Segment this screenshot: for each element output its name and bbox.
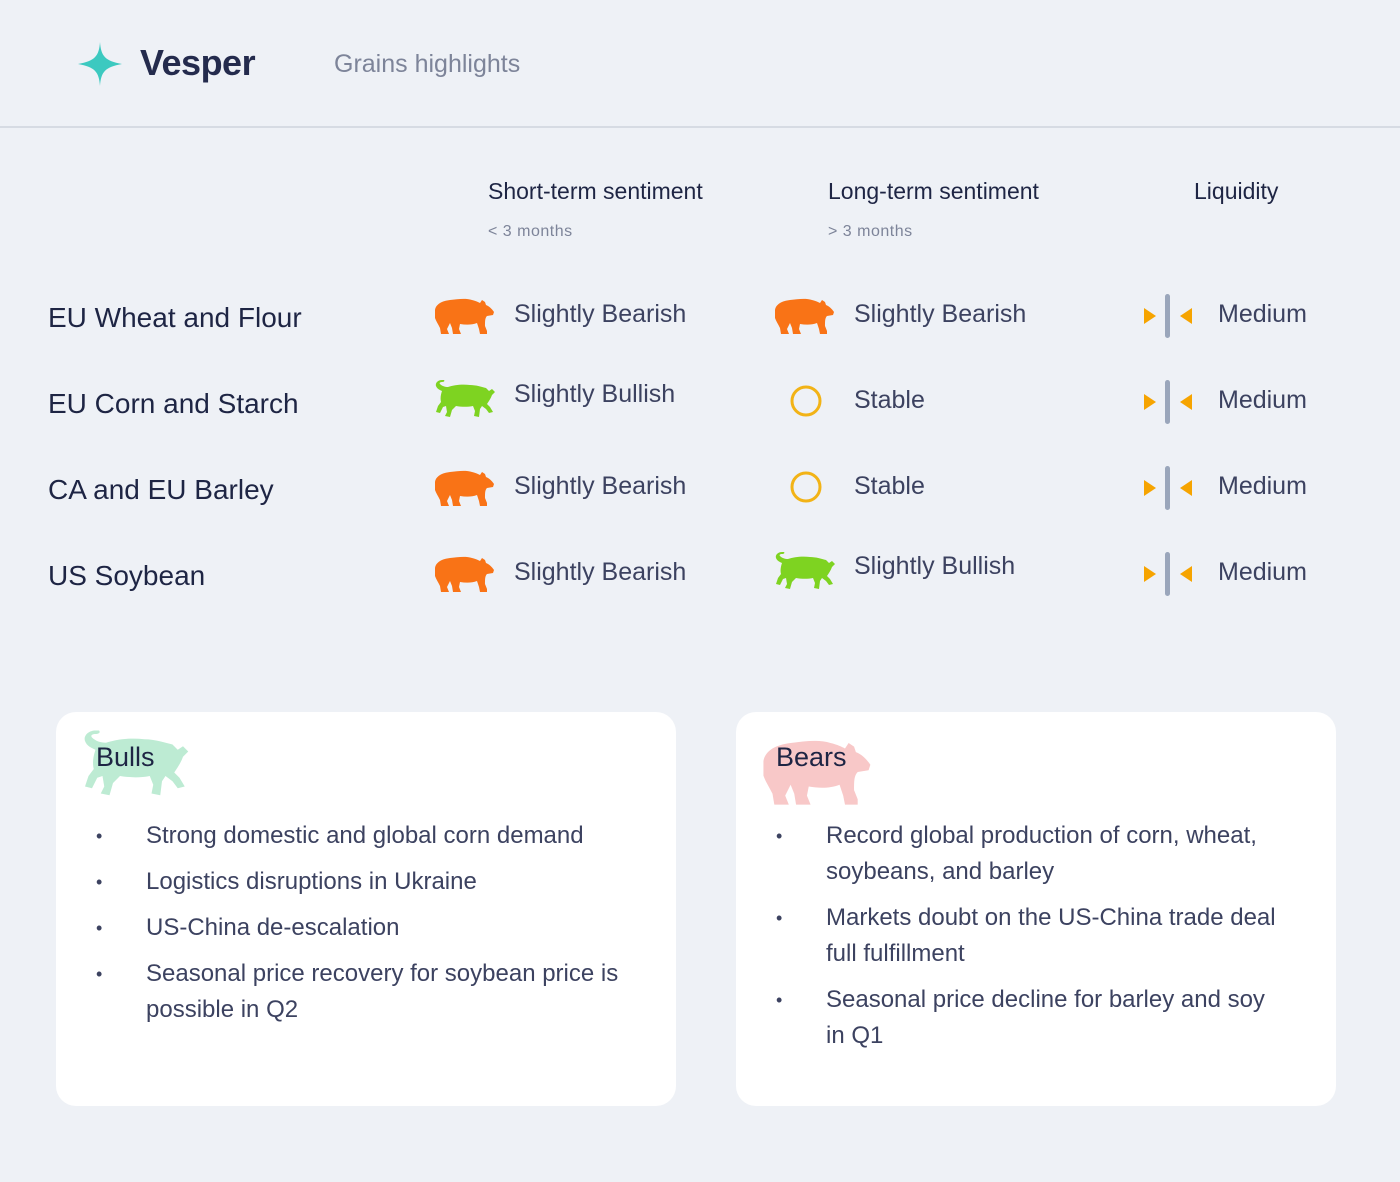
list-item: US-China de-escalation — [96, 910, 636, 946]
long-term-label: Stable — [854, 472, 925, 500]
short-term-cell: Slightly Bearish — [432, 286, 732, 346]
short-term-label: Slightly Bearish — [514, 558, 687, 586]
liquidity-header: Liquidity — [1194, 178, 1279, 204]
short-term-label: Slightly Bearish — [514, 300, 687, 328]
long-term-cell: Stable — [772, 372, 1072, 432]
bears-title: Bears — [776, 742, 847, 772]
long-term-label: Slightly Bearish — [854, 300, 1027, 328]
bulls-title: Bulls — [96, 742, 155, 772]
bulls-list: Strong domestic and global corn demand L… — [96, 818, 636, 1038]
short-term-cell: Slightly Bearish — [432, 544, 732, 604]
short-term-cell: Slightly Bearish — [432, 458, 732, 518]
long-term-subheader: > 3 months — [828, 223, 913, 240]
table-row: CA and EU Barley Slightly Bearish Stable Me… — [0, 458, 1400, 544]
long-term-cell: Slightly Bullish — [772, 544, 1072, 604]
bears-card: Bears Record global production of corn, … — [736, 712, 1336, 1106]
liquidity-label: Medium — [1218, 300, 1307, 328]
list-item: Strong domestic and global corn demand — [96, 818, 636, 854]
list-item: Record global production of corn, wheat,… — [776, 818, 1286, 890]
bear-icon — [432, 468, 496, 508]
short-term-subheader: < 3 months — [488, 223, 573, 240]
short-term-cell: Slightly Bullish — [432, 372, 732, 432]
liquidity-label: Medium — [1218, 558, 1307, 586]
liquidity-medium-icon — [1144, 294, 1192, 338]
list-item: Seasonal price recovery for soybean pric… — [96, 956, 636, 1028]
liquidity-label: Medium — [1218, 386, 1307, 414]
commodity-name: EU Corn and Starch — [48, 388, 299, 419]
bull-icon — [432, 376, 496, 420]
table-row: EU Corn and Starch Slightly Bullish Stable… — [0, 372, 1400, 458]
liquidity-medium-icon — [1144, 466, 1192, 510]
stable-circle-icon — [790, 385, 822, 417]
short-term-header: Short-term sentiment — [488, 178, 703, 204]
liquidity-cell: Medium — [1140, 544, 1340, 604]
header: Vesper Grains highlights — [0, 0, 1400, 128]
liquidity-label: Medium — [1218, 472, 1307, 500]
page-title: Grains highlights — [334, 50, 521, 78]
long-term-cell: Slightly Bearish — [772, 286, 1072, 346]
liquidity-medium-icon — [1144, 552, 1192, 596]
liquidity-cell: Medium — [1140, 372, 1340, 432]
long-term-label: Stable — [854, 386, 925, 414]
commodity-name: US Soybean — [48, 560, 206, 591]
brand-name[interactable]: Vesper — [140, 42, 256, 83]
bull-icon — [772, 548, 836, 592]
bulls-card: Bulls Strong domestic and global corn de… — [56, 712, 676, 1106]
long-term-header: Long-term sentiment — [828, 178, 1039, 204]
liquidity-medium-icon — [1144, 380, 1192, 424]
bear-icon — [432, 296, 496, 336]
long-term-label: Slightly Bullish — [854, 552, 1016, 580]
bears-list: Record global production of corn, wheat,… — [776, 818, 1286, 1064]
liquidity-cell: Medium — [1140, 458, 1340, 518]
commodity-name: EU Wheat and Flour — [48, 302, 302, 333]
bear-icon — [772, 296, 836, 336]
long-term-cell: Stable — [772, 458, 1072, 518]
list-item: Markets doubt on the US-China trade deal… — [776, 900, 1286, 972]
stable-circle-icon — [790, 471, 822, 503]
commodity-name: CA and EU Barley — [48, 474, 274, 505]
short-term-label: Slightly Bearish — [514, 472, 687, 500]
short-term-label: Slightly Bullish — [514, 380, 676, 408]
table-row: EU Wheat and Flour Slightly Bearish Slight… — [0, 286, 1400, 372]
liquidity-cell: Medium — [1140, 286, 1340, 346]
list-item: Logistics disruptions in Ukraine — [96, 864, 636, 900]
list-item: Seasonal price decline for barley and so… — [776, 982, 1286, 1054]
sparkle-logo-icon — [78, 42, 122, 86]
table-row: US Soybean Slightly Bearish Slightly Bulli… — [0, 544, 1400, 630]
bear-icon — [432, 554, 496, 594]
